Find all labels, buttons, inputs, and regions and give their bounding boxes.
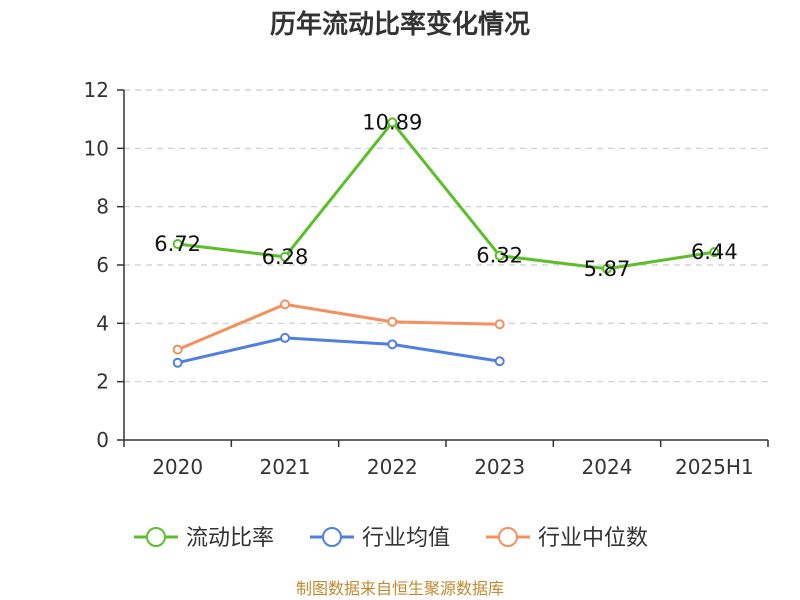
- data-label: 5.87: [584, 257, 631, 281]
- x-tick-label: 2021: [260, 455, 311, 479]
- x-tick-label: 2020: [152, 455, 203, 479]
- data-point[interactable]: [172, 344, 183, 355]
- data-point[interactable]: [280, 299, 290, 310]
- data-point[interactable]: [280, 251, 290, 262]
- data-point[interactable]: [494, 319, 505, 330]
- y-tick-label: 10: [84, 136, 109, 160]
- data-point[interactable]: [172, 357, 183, 368]
- grid-lines: [124, 89, 768, 383]
- legend-label: 流动比率: [186, 526, 274, 551]
- x-tick-label: 2023: [474, 455, 525, 479]
- y-tick-label: 6: [96, 253, 109, 277]
- y-tick-label: 8: [96, 195, 109, 219]
- data-point[interactable]: [387, 117, 398, 128]
- legend-item-2[interactable]: 行业均值: [310, 526, 450, 551]
- legend[interactable]: 流动比率 行业均值 行业中位数: [134, 526, 648, 551]
- source-note: 制图数据来自恒生聚源数据库: [296, 579, 504, 598]
- series-line-3: [177, 302, 500, 351]
- data-point[interactable]: [494, 356, 505, 367]
- y-tick-label: 4: [96, 311, 109, 335]
- data-point[interactable]: [172, 239, 183, 249]
- axes: 0 2 4 6 8 10 12 2020 2021 2022 2023 2024 2025H1: [84, 78, 769, 479]
- chart-title: 历年流动比率变化情况: [270, 9, 530, 40]
- x-tick-label: 2022: [367, 455, 418, 479]
- legend-marker: [322, 527, 342, 547]
- data-label: 6.28: [262, 245, 309, 269]
- data-label: 10.89: [362, 110, 422, 134]
- legend-label: 行业均值: [362, 526, 450, 551]
- data-labels: 6.72 6.28 10.89 6.32 5.87 6.44: [154, 110, 737, 280]
- y-tick-label: 2: [96, 370, 109, 394]
- legend-item-1[interactable]: 流动比率: [134, 526, 274, 551]
- data-point[interactable]: [602, 263, 612, 274]
- data-point[interactable]: [709, 247, 720, 258]
- legend-label: 行业中位数: [538, 526, 648, 551]
- y-tick-label: 12: [84, 78, 109, 102]
- legend-marker: [498, 527, 518, 547]
- data-point[interactable]: [494, 250, 505, 261]
- data-point[interactable]: [387, 316, 398, 327]
- data-label: 6.44: [691, 240, 738, 264]
- series-line-1: [177, 120, 715, 271]
- series-line-2: [177, 336, 500, 365]
- x-tick-label: 2025H1: [675, 455, 754, 479]
- data-point[interactable]: [280, 332, 290, 343]
- legend-marker: [146, 527, 166, 547]
- data-label: 6.32: [476, 244, 523, 268]
- x-tick-label: 2024: [582, 455, 633, 479]
- series-layer: [172, 117, 720, 368]
- data-label: 6.72: [154, 232, 201, 256]
- y-tick-label: 0: [96, 428, 109, 452]
- legend-item-3[interactable]: 行业中位数: [486, 526, 648, 551]
- data-point[interactable]: [387, 339, 398, 350]
